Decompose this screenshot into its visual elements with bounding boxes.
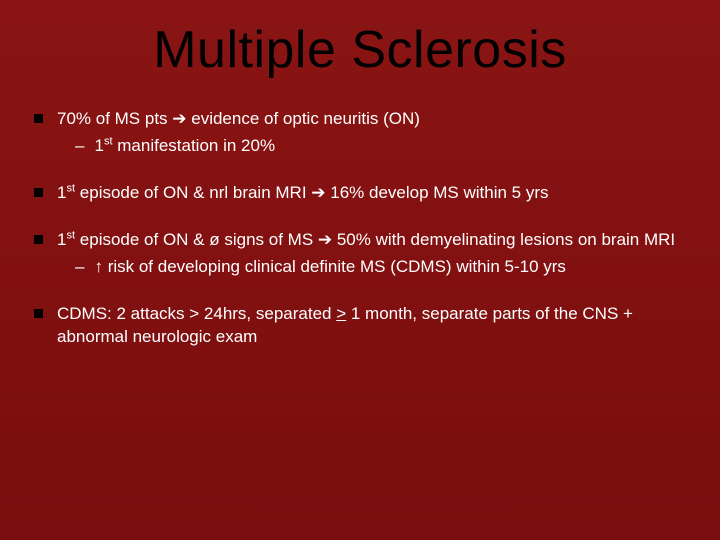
- square-bullet-icon: [34, 235, 43, 244]
- bullet-text: CDMS: 2 attacks > 24hrs, separated > 1 m…: [57, 303, 686, 349]
- square-bullet-icon: [34, 309, 43, 318]
- bullet-list: 70% of MS pts ➔ evidence of optic neurit…: [34, 108, 686, 349]
- sub-bullet-item: –1st manifestation in 20%: [75, 135, 686, 158]
- bullet-main-text: 1st episode of ON & ø signs of MS ➔ 50% …: [57, 229, 686, 252]
- bullet-main-text: 1st episode of ON & nrl brain MRI ➔ 16% …: [57, 182, 686, 205]
- bullet-item: 70% of MS pts ➔ evidence of optic neurit…: [34, 108, 686, 158]
- bullet-item: 1st episode of ON & nrl brain MRI ➔ 16% …: [34, 182, 686, 205]
- slide-title: Multiple Sclerosis: [34, 20, 686, 80]
- slide: Multiple Sclerosis 70% of MS pts ➔ evide…: [0, 0, 720, 540]
- bullet-main-text: 70% of MS pts ➔ evidence of optic neurit…: [57, 108, 686, 131]
- square-bullet-icon: [34, 114, 43, 123]
- square-bullet-icon: [34, 188, 43, 197]
- dash-bullet-icon: –: [75, 135, 84, 158]
- bullet-item: 1st episode of ON & ø signs of MS ➔ 50% …: [34, 229, 686, 279]
- bullet-text: 1st episode of ON & ø signs of MS ➔ 50% …: [57, 229, 686, 279]
- bullet-item: CDMS: 2 attacks > 24hrs, separated > 1 m…: [34, 303, 686, 349]
- bullet-text: 1st episode of ON & nrl brain MRI ➔ 16% …: [57, 182, 686, 205]
- dash-bullet-icon: –: [75, 256, 84, 279]
- bullet-text: 70% of MS pts ➔ evidence of optic neurit…: [57, 108, 686, 158]
- bullet-main-text: CDMS: 2 attacks > 24hrs, separated > 1 m…: [57, 303, 686, 349]
- sub-bullet-text: 1st manifestation in 20%: [94, 135, 275, 158]
- sub-bullet-text: ↑ risk of developing clinical definite M…: [94, 256, 565, 279]
- sub-bullet-item: –↑ risk of developing clinical definite …: [75, 256, 686, 279]
